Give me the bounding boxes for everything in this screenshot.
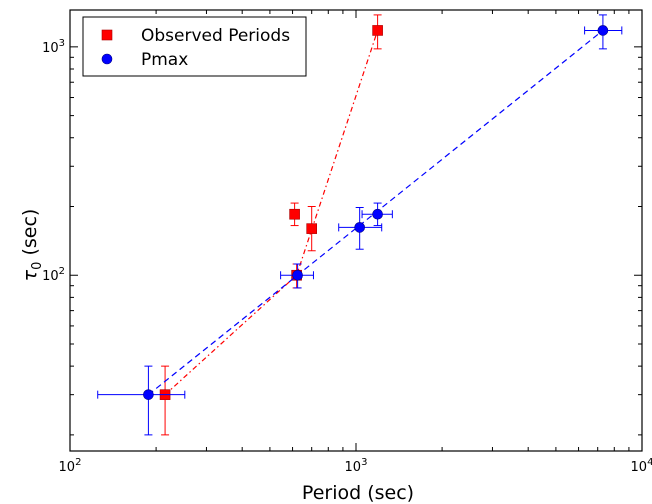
legend: Observed Periods Pmax	[82, 16, 307, 77]
series-pmax	[97, 14, 623, 436]
data-point-pmax	[354, 222, 365, 233]
y-tick-label-base: 10	[42, 269, 59, 284]
y-axis-label-subscript: 0	[30, 262, 45, 270]
legend-marker-observed-periods	[101, 29, 113, 41]
x-tick-label-exponent: 3	[361, 457, 367, 468]
data-point-pmax	[597, 25, 609, 36]
x-tick-label-exponent: 2	[75, 457, 81, 468]
y-axis-label-symbol: τ	[19, 269, 41, 281]
data-point-observed-periods	[306, 223, 317, 234]
y-tick-label-exponent: 3	[59, 38, 65, 49]
y-axis-label-unit: (sec)	[19, 209, 41, 262]
x-tick-label-base: 10	[631, 460, 648, 475]
x-tick-label: 104	[631, 457, 652, 475]
x-tick-label: 102	[59, 457, 82, 475]
y-tick-label: 102	[42, 266, 65, 284]
data-point-pmax	[143, 389, 154, 400]
legend-label-pmax: Pmax	[141, 50, 188, 70]
legend-box	[82, 16, 307, 77]
data-point-observed-periods	[289, 208, 300, 220]
plot-frame	[69, 9, 643, 452]
y-axis-label: τ0 (sec)	[19, 209, 45, 282]
legend-marker-pmax	[101, 53, 113, 65]
x-tick-label-exponent: 4	[647, 457, 652, 468]
legend-label-observed-periods: Observed Periods	[141, 26, 290, 46]
x-tick-label-base: 10	[59, 460, 76, 475]
data-point-observed-periods	[372, 25, 383, 36]
data-point-pmax	[292, 269, 303, 281]
x-tick-labels: 102 103 104	[59, 457, 652, 475]
x-axis-label: Period (sec)	[302, 482, 414, 504]
y-tick-label-base: 10	[42, 41, 59, 56]
y-tick-label: 103	[42, 38, 65, 56]
plot-area	[97, 14, 623, 436]
x-tick-label-base: 10	[345, 460, 362, 475]
data-point-pmax	[372, 208, 383, 220]
x-tick-label: 103	[345, 457, 368, 475]
y-tick-label-exponent: 2	[59, 266, 65, 277]
